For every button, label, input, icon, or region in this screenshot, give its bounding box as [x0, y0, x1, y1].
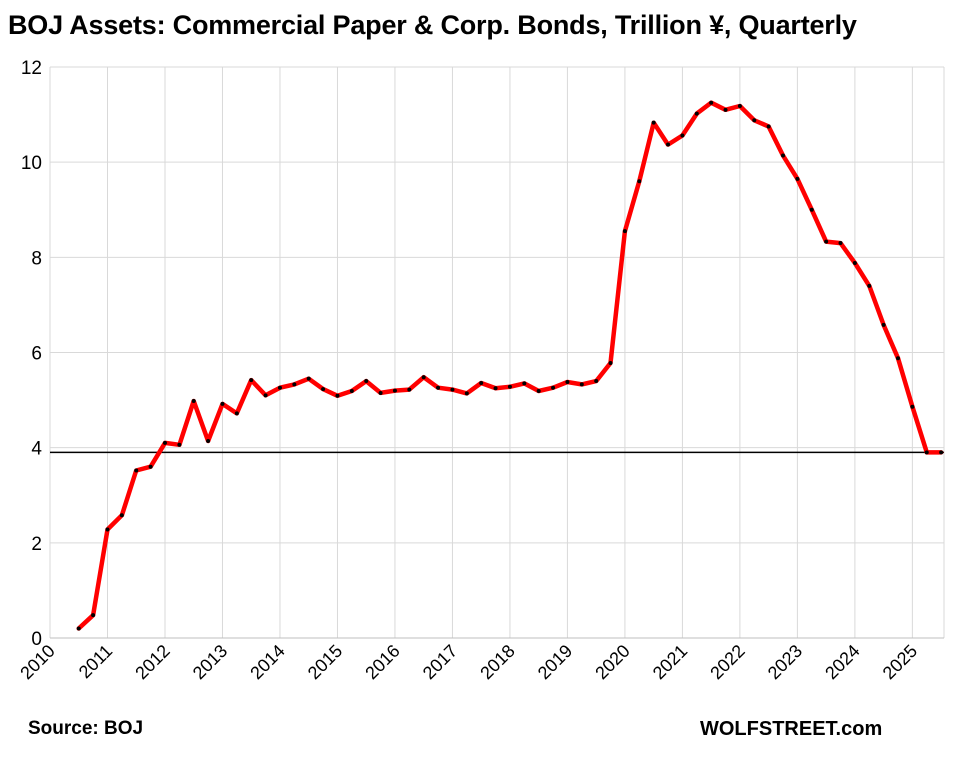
data-point — [594, 379, 599, 384]
x-tick-label: 2025 — [879, 641, 921, 683]
y-tick-label: 6 — [31, 344, 42, 365]
data-point — [723, 107, 728, 112]
data-point — [450, 387, 455, 392]
data-point — [579, 382, 584, 387]
data-point — [479, 380, 484, 385]
x-tick-label: 2010 — [16, 641, 58, 683]
data-point — [105, 527, 110, 532]
data-point — [881, 322, 886, 327]
y-tick-label: 8 — [31, 248, 42, 269]
data-point — [249, 378, 254, 383]
data-point — [565, 380, 570, 385]
x-tick-label: 2016 — [361, 641, 403, 683]
data-point — [407, 387, 412, 392]
data-point — [608, 360, 613, 365]
x-tick-label: 2017 — [419, 641, 461, 683]
x-tick-label: 2024 — [821, 641, 863, 683]
data-point — [91, 613, 96, 618]
data-point — [852, 261, 857, 266]
data-point — [522, 381, 527, 386]
x-tick-label: 2015 — [304, 641, 346, 683]
data-point — [321, 387, 326, 392]
data-point — [148, 464, 153, 469]
data-point — [191, 399, 196, 404]
data-point — [809, 207, 814, 212]
data-point — [364, 379, 369, 384]
x-tick-label: 2011 — [75, 641, 117, 683]
data-point — [838, 241, 843, 246]
data-point — [737, 104, 742, 109]
data-point — [220, 401, 225, 406]
data-point — [292, 382, 297, 387]
data-point — [924, 450, 929, 455]
data-point — [709, 100, 714, 105]
data-point — [349, 389, 354, 394]
y-tick-label: 10 — [21, 153, 42, 174]
data-point — [507, 384, 512, 389]
brand-credit: WOLFSTREET.com — [700, 718, 883, 740]
data-point — [436, 385, 441, 390]
x-tick-label: 2012 — [131, 641, 173, 683]
data-point — [134, 468, 139, 473]
data-point — [335, 393, 340, 398]
series-markers — [76, 100, 944, 631]
x-axis: 2010 2011 2012 2013 2014 2015 2016 2017 2018 2019… — [16, 641, 921, 683]
grid — [49, 66, 945, 639]
data-point — [824, 239, 829, 244]
data-point — [666, 142, 671, 147]
data-point — [896, 356, 901, 361]
data-point — [680, 133, 685, 138]
source-note: Source: BOJ — [28, 718, 144, 739]
data-point — [162, 440, 167, 445]
data-point — [378, 390, 383, 395]
x-tick-label: 2022 — [706, 641, 748, 683]
data-point — [651, 120, 656, 125]
data-point — [637, 179, 642, 184]
data-point — [464, 391, 469, 396]
data-point — [306, 376, 311, 381]
y-axis: 0 2 4 6 8 10 12 — [21, 58, 43, 650]
x-tick-label: 2020 — [591, 641, 633, 683]
data-point — [421, 375, 426, 380]
x-tick-label: 2021 — [649, 641, 691, 683]
data-point — [76, 626, 81, 631]
x-tick-label: 2014 — [246, 641, 288, 683]
data-point — [939, 450, 944, 455]
data-point — [392, 388, 397, 393]
data-point — [910, 404, 915, 409]
data-point — [536, 389, 541, 394]
y-tick-label: 2 — [31, 534, 42, 555]
data-point — [177, 442, 182, 447]
data-point — [752, 118, 757, 123]
data-point — [234, 411, 239, 416]
data-point — [766, 124, 771, 129]
data-point — [493, 386, 498, 391]
data-point — [119, 513, 124, 518]
chart-title: BOJ Assets: Commercial Paper & Corp. Bon… — [8, 10, 857, 40]
data-point — [694, 111, 699, 116]
data-point — [277, 385, 282, 390]
data-point — [551, 385, 556, 390]
x-tick-label: 2019 — [534, 641, 576, 683]
y-tick-label: 12 — [21, 58, 42, 79]
x-tick-label: 2018 — [476, 641, 518, 683]
y-tick-label: 4 — [31, 439, 42, 460]
data-point — [622, 229, 627, 234]
x-tick-label: 2023 — [764, 641, 806, 683]
data-point — [781, 153, 786, 158]
data-point — [867, 283, 872, 288]
y-tick-label: 0 — [31, 629, 42, 650]
data-point — [206, 439, 211, 444]
data-point — [795, 176, 800, 181]
data-point — [263, 393, 268, 398]
x-tick-label: 2013 — [189, 641, 231, 683]
